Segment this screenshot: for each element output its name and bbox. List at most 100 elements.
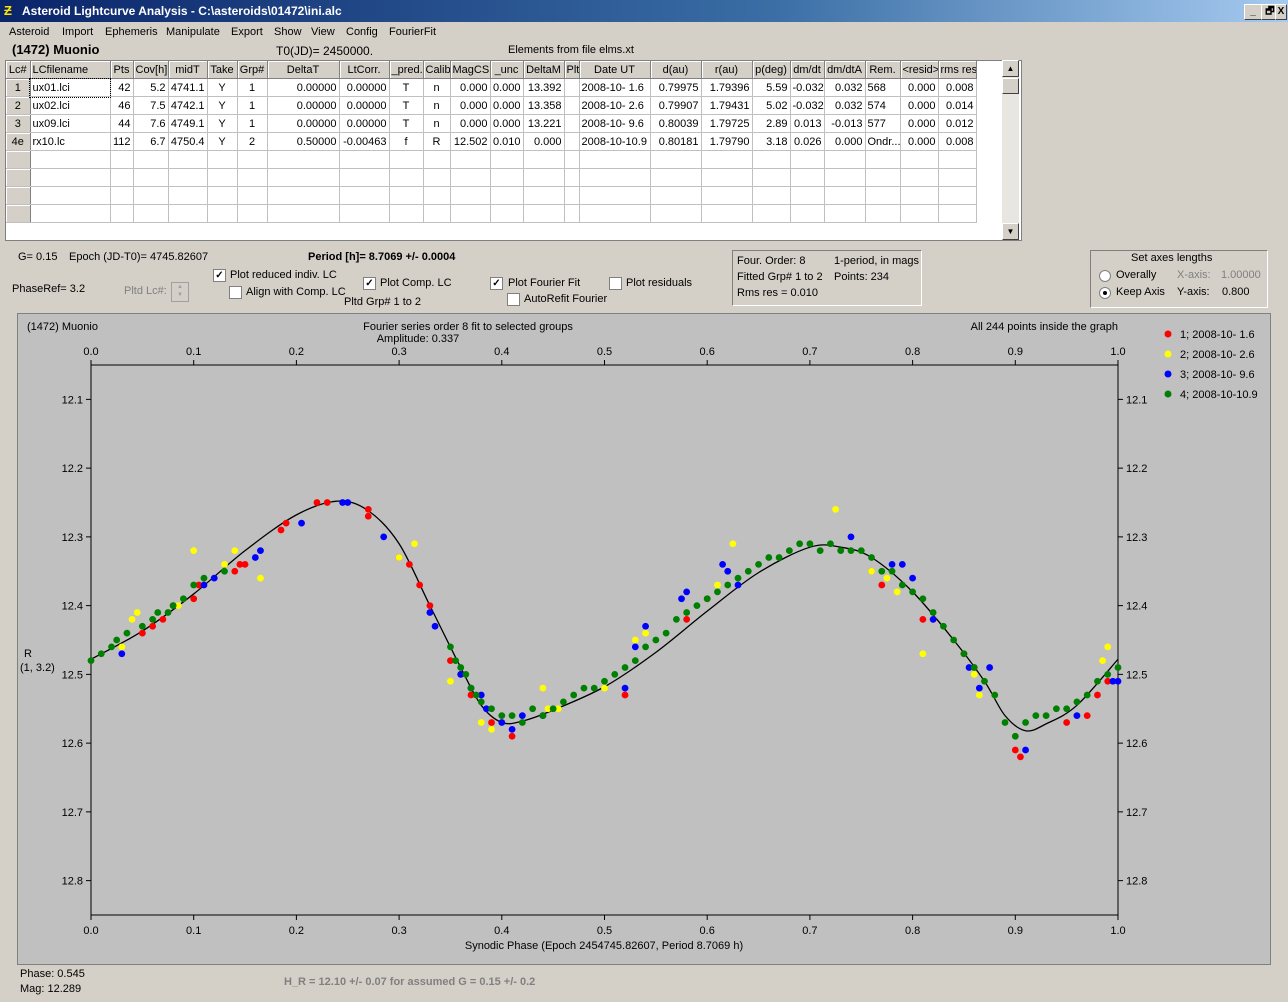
- table-cell[interactable]: 1.79396: [701, 78, 753, 97]
- table-cell[interactable]: 0.79907: [650, 96, 702, 115]
- table-cell[interactable]: 0.80039: [650, 114, 702, 133]
- column-header[interactable]: dm/dt: [790, 61, 825, 79]
- scroll-thumb[interactable]: [1002, 78, 1019, 94]
- table-cell[interactable]: Y: [207, 78, 238, 97]
- table-cell[interactable]: Y: [207, 114, 238, 133]
- scroll-up-icon[interactable]: ▲: [1002, 60, 1019, 77]
- table-cell[interactable]: [423, 150, 451, 169]
- row-header-cell[interactable]: 1: [6, 78, 31, 97]
- table-cell[interactable]: 7.6: [133, 114, 169, 133]
- table-cell[interactable]: [267, 168, 340, 187]
- table-cell[interactable]: 112: [110, 132, 134, 151]
- table-scrollbar[interactable]: ▲ ▼: [1002, 60, 1019, 240]
- column-header[interactable]: Lc#: [6, 61, 31, 79]
- table-cell[interactable]: 0.000: [523, 132, 565, 151]
- table-cell[interactable]: [450, 186, 491, 205]
- table-cell[interactable]: [790, 204, 825, 223]
- row-header-cell[interactable]: [6, 186, 31, 205]
- table-cell[interactable]: f: [389, 132, 424, 151]
- table-cell[interactable]: [650, 186, 702, 205]
- y-axis-value[interactable]: 0.800: [1222, 286, 1250, 298]
- table-cell[interactable]: [389, 168, 424, 187]
- table-cell[interactable]: 0.00000: [339, 96, 390, 115]
- table-cell[interactable]: 2: [237, 132, 268, 151]
- row-header-cell[interactable]: 3: [6, 114, 31, 133]
- table-cell[interactable]: [110, 168, 134, 187]
- column-header[interactable]: Grp#: [237, 61, 268, 79]
- table-cell[interactable]: [133, 168, 169, 187]
- table-cell[interactable]: [133, 204, 169, 223]
- table-cell[interactable]: [824, 168, 866, 187]
- table-cell[interactable]: [564, 204, 580, 223]
- keep-axis-radio[interactable]: [1099, 287, 1111, 299]
- table-cell[interactable]: 2008-10-10.9: [579, 132, 651, 151]
- table-cell[interactable]: [267, 186, 340, 205]
- table-cell[interactable]: 0.000: [450, 114, 491, 133]
- table-cell[interactable]: [564, 150, 580, 169]
- menu-export[interactable]: Export: [231, 26, 263, 38]
- table-cell[interactable]: ux09.lci: [30, 114, 111, 133]
- menu-view[interactable]: View: [311, 26, 335, 38]
- table-cell[interactable]: [900, 186, 939, 205]
- table-cell[interactable]: [389, 150, 424, 169]
- table-cell[interactable]: [752, 150, 791, 169]
- table-cell[interactable]: [752, 204, 791, 223]
- table-cell[interactable]: Ondr...: [865, 132, 901, 151]
- table-cell[interactable]: [579, 168, 651, 187]
- scroll-down-icon[interactable]: ▼: [1002, 223, 1019, 240]
- table-cell[interactable]: 0.00000: [339, 78, 390, 97]
- table-cell[interactable]: [564, 132, 580, 151]
- table-cell[interactable]: [752, 168, 791, 187]
- menu-import[interactable]: Import: [62, 26, 94, 38]
- table-cell[interactable]: ux01.lci: [29, 77, 111, 98]
- menu-manipulate[interactable]: Manipulate: [166, 26, 220, 38]
- table-cell[interactable]: [900, 168, 939, 187]
- table-cell[interactable]: [490, 168, 524, 187]
- table-cell[interactable]: [490, 204, 524, 223]
- table-cell[interactable]: [423, 168, 451, 187]
- table-cell[interactable]: 0.000: [824, 132, 866, 151]
- table-cell[interactable]: 0.80181: [650, 132, 702, 151]
- table-cell[interactable]: [523, 186, 565, 205]
- table-cell[interactable]: [701, 204, 753, 223]
- menu-asteroid[interactable]: Asteroid: [9, 26, 50, 38]
- table-cell[interactable]: [490, 150, 524, 169]
- column-header[interactable]: Take: [207, 61, 238, 79]
- overally-radio[interactable]: [1099, 270, 1111, 282]
- table-cell[interactable]: rx10.lc: [30, 132, 111, 151]
- table-cell[interactable]: 0.00000: [339, 114, 390, 133]
- table-cell[interactable]: [938, 204, 977, 223]
- table-cell[interactable]: [237, 168, 268, 187]
- column-header[interactable]: Plt: [564, 61, 580, 79]
- table-cell[interactable]: 4749.1: [168, 114, 208, 133]
- table-cell[interactable]: 0.00000: [267, 114, 340, 133]
- table-cell[interactable]: -0.032: [790, 96, 825, 115]
- table-cell[interactable]: Y: [207, 96, 238, 115]
- column-header[interactable]: LtCorr.: [339, 61, 390, 79]
- table-row[interactable]: 4e rx10.lc 112 6.7 4750.4 Y 2 0.50000 -0.00463 f R…: [6, 132, 977, 151]
- table-cell[interactable]: 1.79431: [701, 96, 753, 115]
- table-cell[interactable]: [579, 186, 651, 205]
- table-cell[interactable]: [938, 168, 977, 187]
- table-cell[interactable]: [207, 204, 238, 223]
- row-header-cell[interactable]: [6, 168, 31, 187]
- table-cell[interactable]: [824, 186, 866, 205]
- table-cell[interactable]: 3.18: [752, 132, 791, 151]
- table-cell[interactable]: [865, 168, 901, 187]
- row-header-cell[interactable]: 2: [6, 96, 31, 115]
- column-header[interactable]: Pts: [110, 61, 134, 79]
- column-header[interactable]: midT: [168, 61, 208, 79]
- table-cell[interactable]: [110, 204, 134, 223]
- table-cell[interactable]: 0.008: [938, 78, 977, 97]
- table-cell[interactable]: [339, 186, 390, 205]
- table-cell[interactable]: 1: [237, 78, 268, 97]
- table-cell[interactable]: [133, 150, 169, 169]
- column-header[interactable]: Date UT: [579, 61, 651, 79]
- table-cell[interactable]: -0.032: [790, 78, 825, 97]
- minimize-icon[interactable]: _: [1244, 4, 1262, 20]
- table-cell[interactable]: [110, 186, 134, 205]
- table-cell[interactable]: [30, 204, 111, 223]
